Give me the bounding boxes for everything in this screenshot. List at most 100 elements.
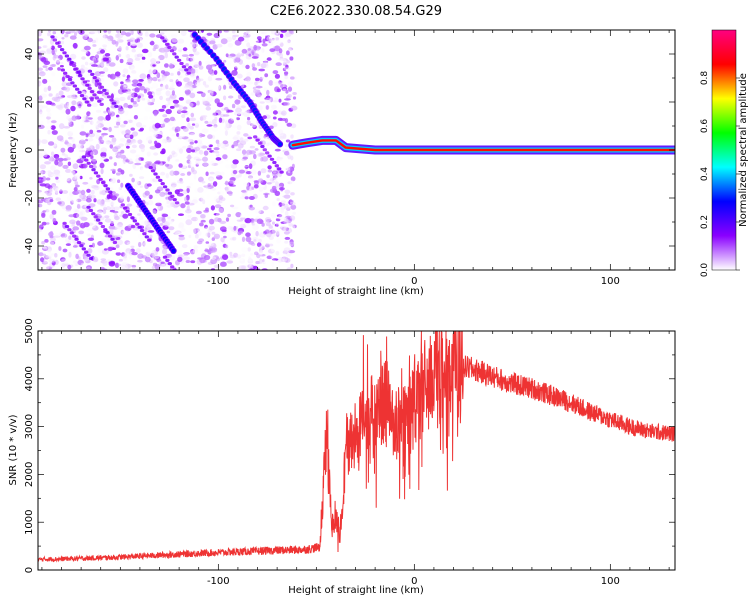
- spectrogram-noise-mark: [207, 134, 213, 140]
- spectrogram-noise-mark: [188, 106, 192, 111]
- spectrogram-noise-mark: [160, 150, 165, 155]
- spectrogram-noise-mark: [230, 163, 238, 169]
- spectrogram-noise-mark: [178, 48, 182, 53]
- spectrogram-noise-mark: [245, 160, 249, 166]
- spectrogram-noise-mark: [54, 253, 58, 258]
- spectrogram-noise-mark: [126, 203, 133, 207]
- snr-x-tick-label: 0: [411, 576, 417, 587]
- spectrogram-noise-mark: [103, 158, 110, 162]
- spectrogram-noise-mark: [206, 32, 213, 36]
- colorbar-label: Normalized spectral amplitude: [738, 73, 749, 227]
- spectrogram-noise-mark: [198, 149, 204, 155]
- spectrogram-noise-mark: [96, 90, 104, 95]
- spectrogram-noise-mark: [255, 80, 261, 84]
- spectrogram-noise-mark: [195, 163, 199, 167]
- spectrogram-noise-mark: [69, 30, 75, 34]
- spectrogram-noise-mark: [44, 255, 50, 260]
- spectrogram-noise-mark: [87, 137, 94, 142]
- spectrogram-noise-mark: [205, 232, 211, 237]
- spectrogram-noise-mark: [87, 37, 93, 43]
- spectrogram-noise-mark: [239, 137, 244, 142]
- spectrogram-noise-mark: [213, 197, 220, 202]
- spectrogram-noise-mark: [279, 58, 287, 64]
- spectrogram-noise-mark: [211, 231, 216, 235]
- spectrogram-noise-mark: [173, 103, 180, 108]
- spectrogram-noise-mark: [247, 175, 254, 179]
- spectrogram-noise-mark: [85, 51, 91, 57]
- spectrogram-noise-mark: [141, 124, 147, 128]
- spectrogram-noise-mark: [277, 214, 284, 220]
- spectrogram-noise-mark: [76, 220, 81, 226]
- spectrogram-noise-mark: [274, 81, 282, 87]
- spectrogram-noise-mark: [56, 135, 64, 141]
- spectrogram-noise-mark: [105, 152, 110, 157]
- colorbar-frame: [711, 29, 737, 271]
- spectrogram-noise-mark: [96, 214, 102, 219]
- spectrogram-noise-mark: [243, 78, 249, 81]
- spectrogram-noise-mark: [38, 228, 42, 233]
- spectrogram-noise-mark: [45, 177, 51, 181]
- spectrogram-noise-mark: [255, 89, 259, 96]
- spectrogram-noise-mark: [72, 226, 80, 231]
- spectrogram-noise-mark: [189, 92, 196, 99]
- spectrogram-streak-mark: [91, 212, 96, 216]
- spectrogram-noise-mark: [258, 186, 264, 192]
- spectrogram-noise-mark: [223, 114, 230, 117]
- spectrogram-noise-mark: [195, 158, 202, 161]
- spectrogram-noise-mark: [126, 54, 131, 59]
- spectrogram-noise-mark: [213, 147, 220, 151]
- spectrogram-noise-mark: [144, 163, 150, 168]
- spectrogram-noise-mark: [180, 203, 186, 209]
- spectrogram-noise-mark: [267, 142, 274, 145]
- spectrogram-noise-mark: [118, 186, 123, 191]
- spectrogram-noise-mark: [149, 135, 153, 141]
- spectrogram-noise-mark: [124, 190, 128, 196]
- spectrogram-noise-mark: [108, 135, 115, 138]
- spectrogram-noise-mark: [39, 111, 44, 118]
- spectrogram-noise-mark: [79, 175, 83, 180]
- spectrogram-streak-mark: [82, 97, 87, 101]
- spectrogram-noise-mark: [274, 176, 278, 182]
- spectrogram-noise-mark: [58, 90, 64, 96]
- spectrogram-noise-mark: [261, 48, 265, 53]
- spectrogram-noise-mark: [252, 124, 257, 130]
- spectrogram-noise-mark: [106, 194, 111, 200]
- spectrogram-noise-mark: [236, 148, 242, 152]
- spectrogram-noise-mark: [154, 178, 159, 183]
- spectrogram-noise-mark: [47, 170, 52, 174]
- spectrogram-noise-mark: [81, 56, 86, 60]
- spectrogram-noise-mark: [86, 197, 92, 203]
- spectrogram-noise-mark: [182, 127, 189, 132]
- spectrogram-streak-mark: [135, 222, 140, 226]
- snr-y-axis-label: SNR (10 * v/v): [8, 414, 19, 485]
- spectrogram-noise-mark: [89, 129, 94, 134]
- spectrogram-noise-mark: [72, 176, 77, 180]
- spectrogram-noise-mark: [198, 142, 204, 148]
- spectrogram-streak: [62, 221, 94, 261]
- spectrogram-noise-mark: [39, 164, 47, 170]
- spectrogram-noise-mark: [233, 140, 239, 147]
- spectrogram-noise-mark: [64, 139, 68, 145]
- spectrogram-noise-mark: [101, 34, 106, 40]
- spectrogram-noise-mark: [238, 265, 246, 270]
- spectrogram-noise-mark: [282, 253, 287, 256]
- spectrogram-noise-mark: [271, 201, 276, 207]
- spectrogram-noise-mark: [81, 33, 88, 40]
- spectrogram-noise-mark: [170, 183, 177, 188]
- spectrogram-noise-mark: [95, 134, 100, 140]
- spectrogram-noise-mark: [258, 258, 263, 265]
- spectrogram-streak-mark: [160, 182, 165, 186]
- spectrogram-noise-mark: [222, 154, 228, 160]
- spectrogram-noise-mark: [120, 31, 127, 36]
- spectrogram-noise-mark: [240, 223, 247, 229]
- spectrogram-noise-mark: [185, 260, 191, 263]
- spectrogram-feature-carrier-0hz: [288, 135, 675, 155]
- spectrogram-noise-mark: [279, 52, 283, 59]
- spectrogram-noise-mark: [199, 136, 204, 141]
- spectrogram-noise-mark: [129, 37, 136, 43]
- spectrogram-noise-mark: [215, 85, 221, 90]
- spectrogram-streak-mark: [103, 228, 108, 232]
- spectrogram-noise-mark: [188, 160, 195, 164]
- spectrogram-y-tick-label: 20: [24, 96, 35, 109]
- spectrogram-noise-mark: [61, 152, 66, 156]
